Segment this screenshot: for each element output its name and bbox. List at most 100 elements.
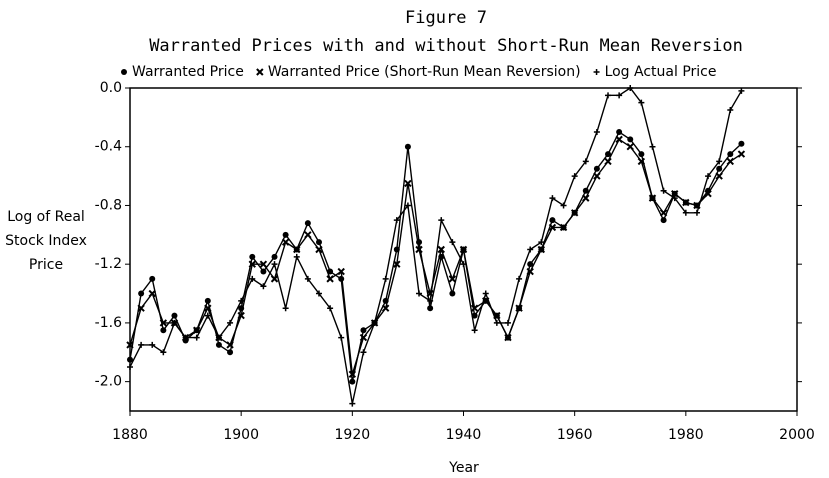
legend-marker	[256, 68, 264, 76]
marker-circle	[716, 165, 723, 172]
marker-plus	[627, 85, 634, 91]
marker-circle	[304, 220, 311, 227]
marker-x	[259, 260, 268, 268]
marker-plus	[593, 129, 600, 136]
marker-circle	[249, 253, 256, 260]
marker-x	[404, 179, 412, 188]
y-tick-label: -0.8	[95, 197, 122, 213]
marker-circle	[404, 143, 411, 150]
marker-plus	[660, 187, 667, 194]
x-tick-label: 1880	[112, 427, 148, 443]
marker-plus	[193, 334, 200, 341]
legend-marker	[593, 69, 600, 75]
chart-subtitle: Warranted Prices with and without Short-…	[149, 36, 743, 56]
marker-circle	[727, 151, 734, 158]
y-tick-label: 0.0	[100, 80, 122, 96]
marker-plus	[638, 99, 645, 106]
marker-plus	[127, 363, 133, 370]
x-tick-label: 2000	[779, 427, 815, 443]
marker-plus	[571, 173, 578, 180]
marker-plus	[616, 92, 623, 99]
marker-plus	[293, 253, 300, 260]
marker-x	[304, 231, 312, 239]
y-tick-label: -0.4	[95, 139, 122, 155]
x-tick-label: 1940	[446, 427, 482, 443]
marker-x	[626, 143, 634, 151]
marker-plus	[727, 107, 734, 114]
marker-circle	[638, 151, 645, 158]
marker-plus	[304, 275, 311, 282]
marker-circle	[427, 305, 434, 312]
x-axis-label: Year	[448, 460, 479, 476]
marker-circle	[549, 217, 556, 224]
marker-circle	[593, 165, 600, 172]
x-tick-label: 1960	[557, 427, 593, 443]
chart-title: Figure 7	[405, 8, 487, 28]
marker-plus	[160, 349, 167, 356]
marker-plus	[516, 275, 523, 282]
marker-x	[604, 157, 612, 166]
marker-x	[615, 135, 623, 144]
marker-plus	[438, 217, 445, 224]
y-tick-label: -2.0	[95, 374, 122, 390]
marker-plus	[716, 158, 723, 165]
marker-x	[126, 341, 134, 349]
y-axis-label: Log of Real Stock Index Price	[5, 209, 87, 273]
marker-plus	[471, 327, 478, 334]
marker-plus	[682, 209, 689, 216]
marker-x	[671, 190, 679, 198]
marker-plus	[260, 283, 267, 290]
marker-plus	[504, 319, 511, 326]
marker-x	[248, 260, 256, 268]
marker-plus	[382, 275, 389, 282]
marker-x	[159, 319, 168, 327]
marker-circle	[260, 268, 267, 275]
marker-plus	[182, 334, 189, 341]
marker-plus	[349, 400, 356, 407]
legend-label: Warranted Price (Short-Run Mean Reversio…	[268, 64, 581, 80]
x-tick-label: 1900	[223, 427, 259, 443]
marker-plus	[549, 195, 556, 202]
marker-circle	[360, 327, 367, 334]
marker-circle	[471, 312, 478, 319]
marker-x	[337, 267, 345, 276]
marker-plus	[527, 246, 534, 253]
marker-plus	[360, 349, 367, 356]
marker-circle	[171, 312, 178, 319]
marker-x	[226, 341, 234, 349]
marker-x	[270, 275, 279, 283]
marker-plus	[693, 209, 700, 216]
marker-x	[426, 289, 434, 298]
marker-plus	[404, 202, 411, 209]
marker-x	[393, 260, 401, 268]
marker-x	[559, 223, 568, 232]
marker-plus	[393, 217, 400, 224]
marker-circle	[449, 290, 456, 297]
legend-label: Warranted Price	[132, 64, 244, 80]
marker-x	[381, 304, 390, 312]
marker-plus	[671, 195, 678, 202]
marker-plus	[738, 87, 745, 94]
series-line	[129, 131, 742, 382]
marker-x	[326, 275, 334, 283]
marker-x	[715, 172, 723, 180]
marker-circle	[282, 231, 289, 238]
marker-x	[459, 245, 468, 254]
marker-x	[448, 275, 457, 283]
marker-circle	[627, 136, 634, 143]
marker-circle	[204, 297, 211, 304]
marker-x	[548, 223, 557, 232]
marker-plus	[204, 312, 211, 319]
marker-circle	[315, 239, 322, 246]
marker-circle	[738, 140, 745, 147]
marker-x	[504, 333, 512, 342]
marker-plus	[705, 173, 712, 180]
marker-plus	[460, 261, 467, 268]
marker-circle	[138, 290, 145, 297]
y-tick-label: -1.6	[95, 315, 122, 331]
marker-x	[204, 304, 212, 312]
series-line	[129, 87, 743, 404]
marker-x	[526, 267, 534, 276]
marker-plus	[482, 290, 489, 297]
marker-plus	[282, 305, 289, 312]
